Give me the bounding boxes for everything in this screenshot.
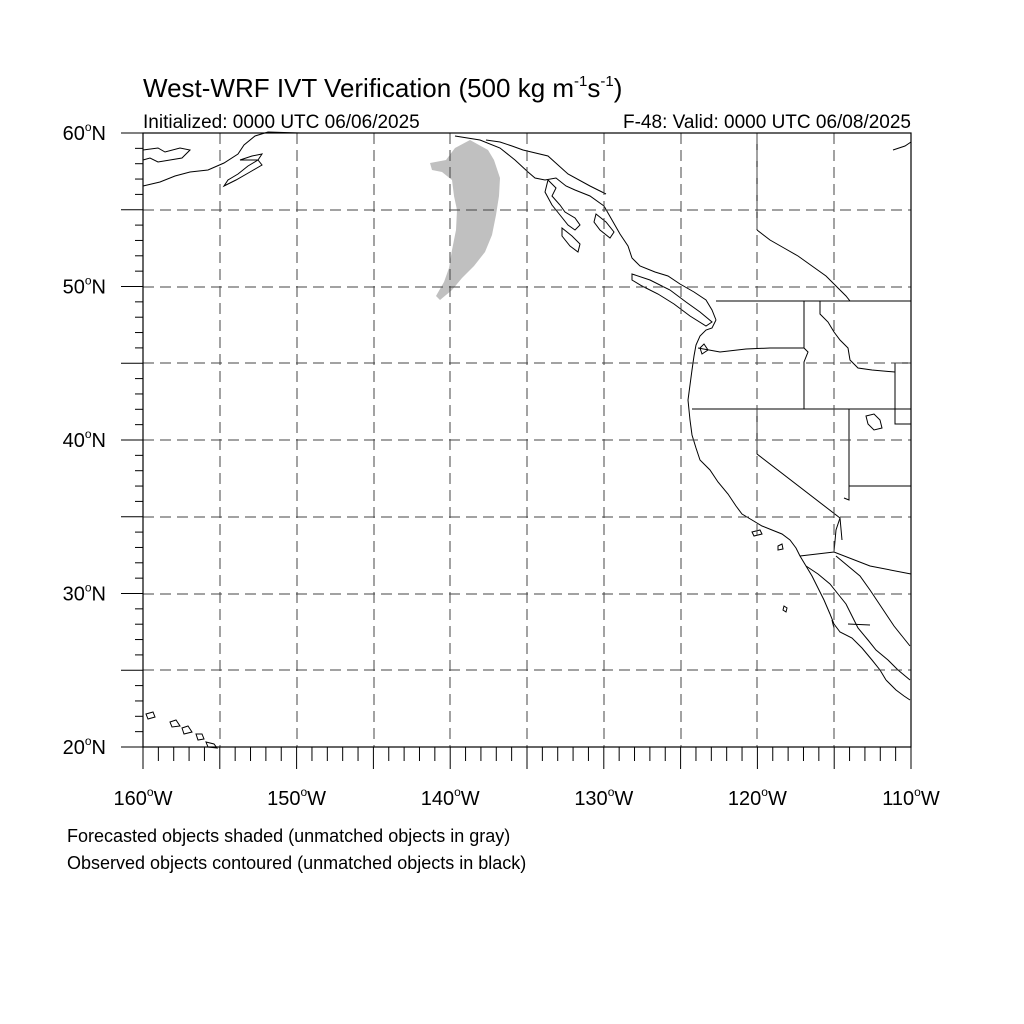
lon-tick-label: 160oW bbox=[114, 785, 173, 810]
coastlines bbox=[142, 131, 912, 749]
lon-tick-label: 110oW bbox=[882, 785, 940, 810]
longitude-labels: 160oW 150oW 140oW 130oW 120oW 110oW bbox=[114, 785, 940, 810]
lat-tick-label: 50oN bbox=[63, 274, 106, 299]
lon-tick-label: 120oW bbox=[728, 785, 787, 810]
lon-tick-label: 140oW bbox=[421, 785, 480, 810]
map-title: West-WRF IVT Verification (500 kg m-1s-1… bbox=[143, 73, 622, 103]
lat-tick-label: 40oN bbox=[63, 427, 106, 452]
axis-ticks bbox=[121, 132, 912, 769]
lat-tick-label: 60oN bbox=[63, 120, 106, 145]
lon-tick-label: 150oW bbox=[267, 785, 326, 810]
lon-tick-label: 130oW bbox=[574, 785, 633, 810]
forecast-legend-note: Forecasted objects shaded (unmatched obj… bbox=[67, 826, 510, 846]
init-time-label: Initialized: 0000 UTC 06/06/2025 bbox=[143, 112, 420, 133]
lat-tick-label: 20oN bbox=[63, 734, 106, 759]
latitude-labels: 60oN 50oN 40oN 30oN 20oN bbox=[63, 120, 106, 759]
valid-time-label: F-48: Valid: 0000 UTC 06/08/2025 bbox=[623, 112, 911, 133]
graticule bbox=[143, 133, 911, 747]
forecast-object-unmatched bbox=[430, 140, 500, 300]
observed-legend-note: Observed objects contoured (unmatched ob… bbox=[67, 853, 526, 873]
lat-tick-label: 30oN bbox=[63, 581, 106, 606]
